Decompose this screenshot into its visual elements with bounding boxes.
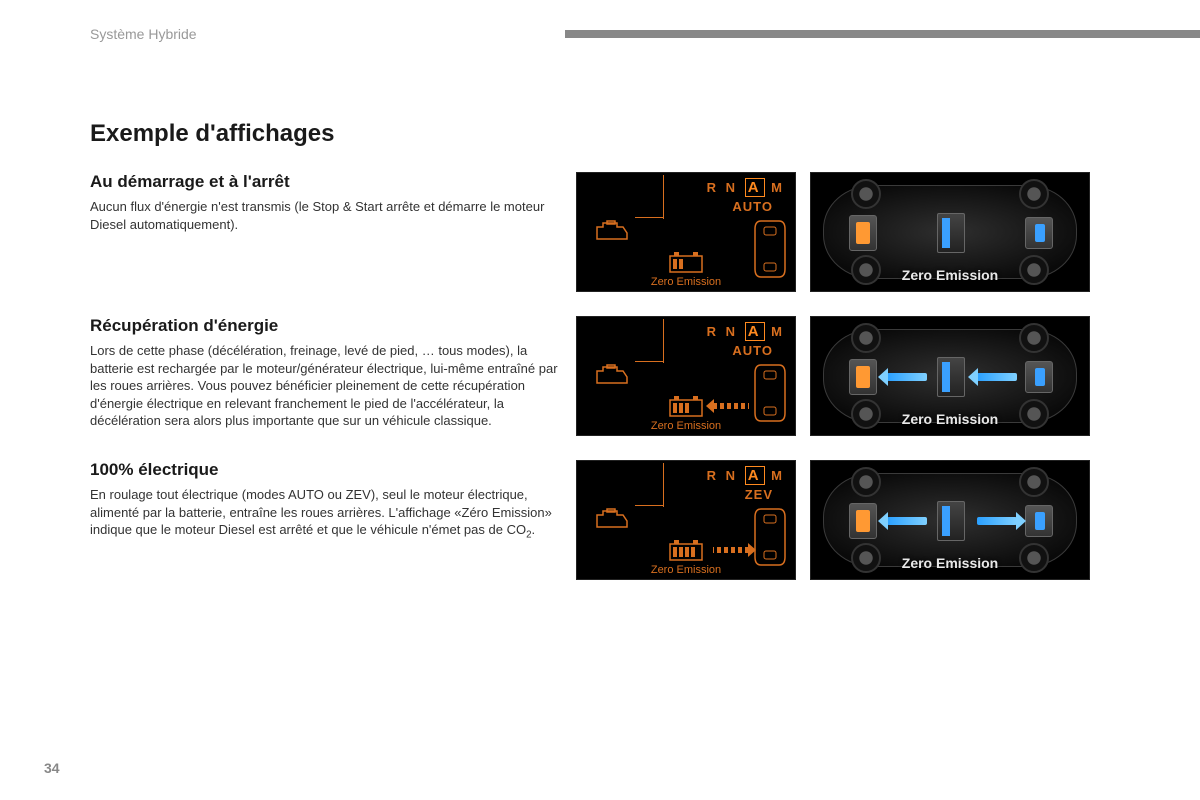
electric-motor-icon xyxy=(1025,505,1053,537)
section-startup-stop: Au démarrage et à l'arrêt Aucun flux d'é… xyxy=(90,172,1180,292)
dashboard-display: R N A M ZEV Zero Emission xyxy=(576,460,796,580)
header-rule xyxy=(565,30,1200,38)
zero-emission-label: Zero Emission xyxy=(811,411,1089,427)
car-icon xyxy=(753,507,787,567)
engine-icon xyxy=(595,507,631,533)
dashboard-display: R N A M AUTO Zero Emission xyxy=(576,172,796,292)
section-heading: Au démarrage et à l'arrêt xyxy=(90,172,560,192)
gear-indicator: R N A M xyxy=(707,323,785,340)
engine-block-icon xyxy=(849,503,877,539)
mode-label: AUTO xyxy=(732,199,773,214)
battery-pack-icon xyxy=(937,501,965,541)
mode-label: AUTO xyxy=(732,343,773,358)
powertrain-display: Zero Emission xyxy=(810,460,1090,580)
text-column: Récupération d'énergie Lors de cette pha… xyxy=(90,316,560,430)
car-icon xyxy=(753,363,787,423)
display-panels: R N A M AUTO Zero Emission Zero Em xyxy=(576,172,1090,292)
header-section-label: Système Hybride xyxy=(90,26,197,42)
wheel-icon xyxy=(1019,323,1049,353)
zero-emission-label: Zero Emission xyxy=(811,555,1089,571)
engine-icon xyxy=(595,219,631,245)
page-content: Exemple d'affichages Au démarrage et à l… xyxy=(90,120,1180,604)
section-heading: 100% électrique xyxy=(90,460,560,480)
text-column: Au démarrage et à l'arrêt Aucun flux d'é… xyxy=(90,172,560,233)
flow-arrow-icon xyxy=(713,403,749,409)
battery-icon xyxy=(669,395,703,417)
electric-motor-icon xyxy=(1025,361,1053,393)
dashboard-display: R N A M AUTO Zero Emission xyxy=(576,316,796,436)
flow-arrow-icon xyxy=(713,547,749,553)
section-heading: Récupération d'énergie xyxy=(90,316,560,336)
gear-indicator: R N A M xyxy=(707,179,785,196)
zero-emission-label: Zero Emission xyxy=(811,267,1089,283)
mode-label: ZEV xyxy=(745,487,773,502)
powertrain-display: Zero Emission xyxy=(810,172,1090,292)
section-body: En roulage tout électrique (modes AUTO o… xyxy=(90,486,560,542)
engine-icon xyxy=(595,363,631,389)
wheel-icon xyxy=(851,179,881,209)
energy-flow-arrow-icon xyxy=(887,517,927,525)
battery-pack-icon xyxy=(937,213,965,253)
section-full-electric: 100% électrique En roulage tout électriq… xyxy=(90,460,1180,580)
section-body: Aucun flux d'énergie n'est transmis (le … xyxy=(90,198,560,233)
battery-icon xyxy=(669,539,703,561)
engine-block-icon xyxy=(849,359,877,395)
display-panels: R N A M AUTO Zero Emission xyxy=(576,316,1090,436)
powertrain-display: Zero Emission xyxy=(810,316,1090,436)
display-panels: R N A M ZEV Zero Emission xyxy=(576,460,1090,580)
electric-motor-icon xyxy=(1025,217,1053,249)
wheel-icon xyxy=(1019,179,1049,209)
zero-emission-label: Zero Emission xyxy=(577,276,795,288)
car-icon xyxy=(753,219,787,279)
section-energy-recovery: Récupération d'énergie Lors de cette pha… xyxy=(90,316,1180,436)
energy-flow-arrow-icon xyxy=(977,517,1017,525)
energy-flow-arrow-icon xyxy=(977,373,1017,381)
wheel-icon xyxy=(851,467,881,497)
text-column: 100% électrique En roulage tout électriq… xyxy=(90,460,560,542)
battery-pack-icon xyxy=(937,357,965,397)
page-number: 34 xyxy=(44,760,60,776)
zero-emission-label: Zero Emission xyxy=(577,564,795,576)
wheel-icon xyxy=(851,323,881,353)
section-body: Lors de cette phase (décélération, frein… xyxy=(90,342,560,430)
page-title: Exemple d'affichages xyxy=(90,120,1180,148)
gear-indicator: R N A M xyxy=(707,467,785,484)
energy-flow-arrow-icon xyxy=(887,373,927,381)
battery-icon xyxy=(669,251,703,273)
engine-block-icon xyxy=(849,215,877,251)
wheel-icon xyxy=(1019,467,1049,497)
zero-emission-label: Zero Emission xyxy=(577,420,795,432)
